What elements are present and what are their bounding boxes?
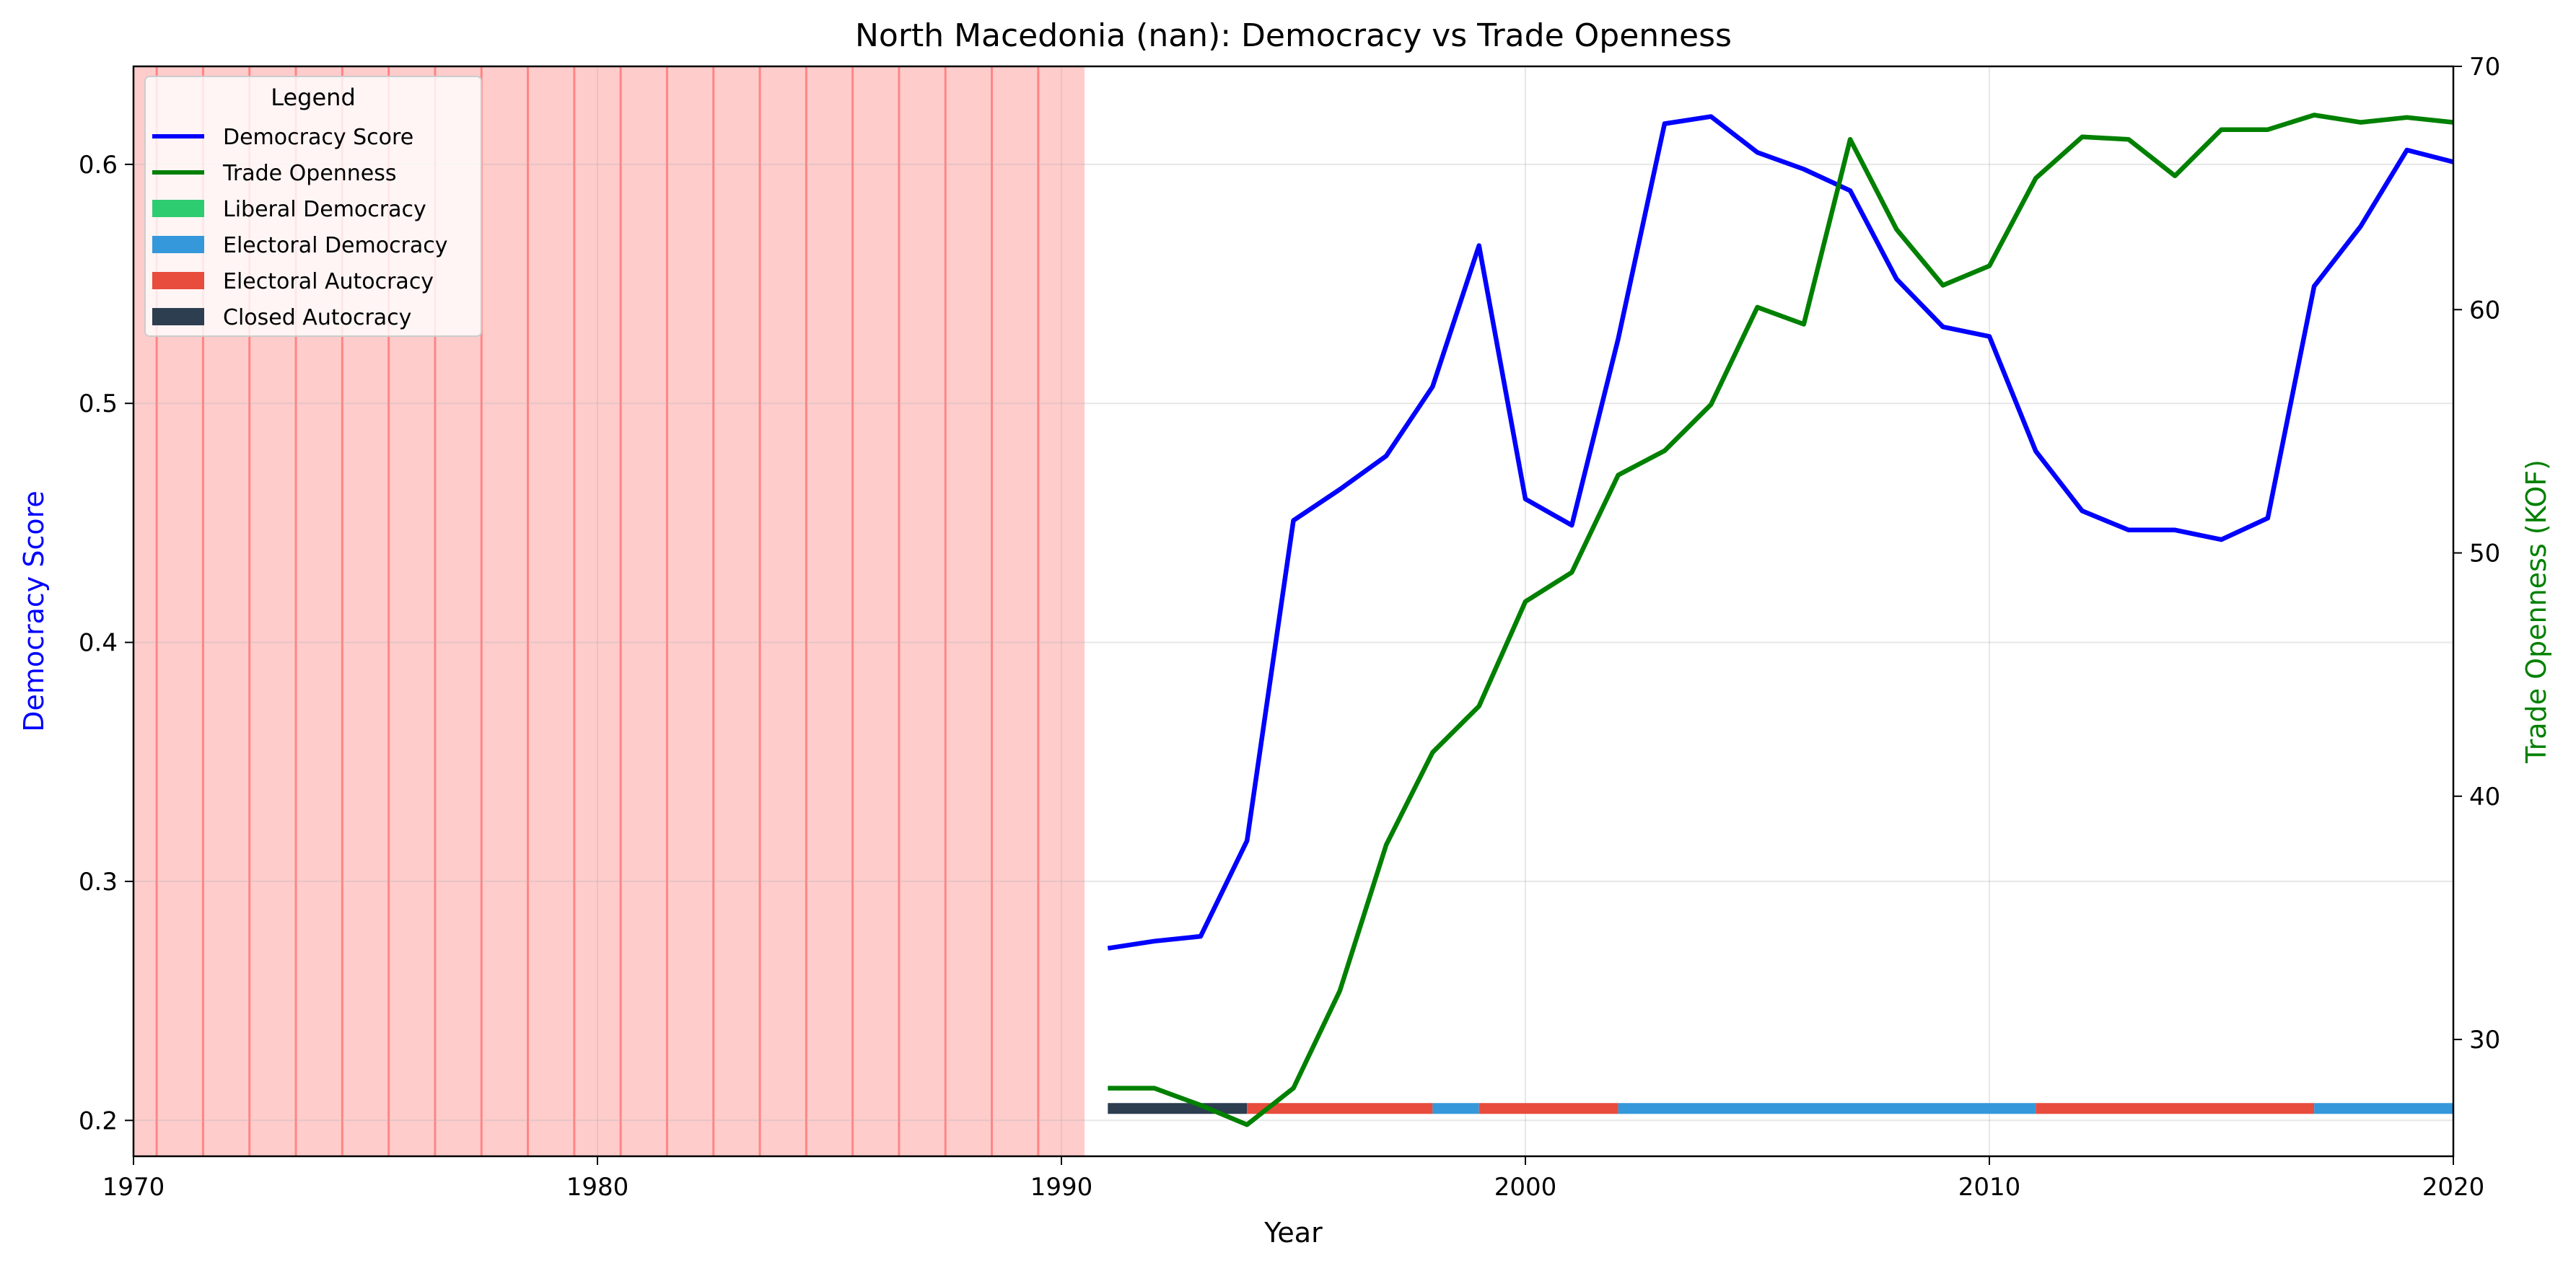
chart-title: North Macedonia (nan): Democracy vs Trad… [855, 17, 1732, 54]
legend-entry-label: Democracy Score [223, 125, 413, 150]
legend-title: Legend [271, 84, 356, 111]
right-y-axis-label: Trade Openness (KOF) [2520, 459, 2552, 764]
right-y-axis-ticks: 30 40 50 60 70 [2453, 53, 2500, 1055]
right-y-tick-label: 50 [2469, 540, 2500, 568]
y-tick-label: 0.5 [79, 390, 118, 418]
left-y-axis-ticks: 0.2 0.3 0.4 0.5 0.6 [79, 151, 133, 1135]
legend-patch-swatch [152, 308, 204, 325]
right-y-tick-label: 30 [2469, 1026, 2500, 1055]
x-tick-label: 1970 [102, 1173, 165, 1202]
trade-openness-line [1108, 113, 2454, 1127]
y-tick-label: 0.6 [79, 151, 118, 180]
x-tick-label: 1980 [566, 1173, 629, 1202]
legend-entry-label: Electoral Autocracy [223, 269, 434, 294]
x-axis-label: Year [1263, 1217, 1323, 1249]
legend-patch-swatch [152, 272, 204, 289]
series-lines-layer [1107, 113, 2454, 1127]
right-y-tick-label: 40 [2469, 783, 2500, 811]
x-tick-label: 2010 [1958, 1173, 2021, 1202]
legend-patch-swatch [152, 236, 204, 253]
legend-entry-label: Electoral Democracy [223, 233, 448, 258]
legend-entry-label: Closed Autocracy [223, 305, 411, 330]
y-tick-label: 0.2 [79, 1106, 118, 1135]
y-tick-label: 0.4 [79, 629, 118, 658]
plot-frame [132, 65, 2455, 1158]
left-y-axis-label: Democracy Score [18, 490, 50, 732]
x-tick-label: 2000 [1494, 1173, 1557, 1202]
x-axis-ticks: 1970 1980 1990 2000 2010 2020 [102, 1156, 2485, 1202]
x-tick-label: 2020 [2422, 1173, 2485, 1202]
right-y-tick-label: 60 [2469, 296, 2500, 325]
legend-entry-label: Trade Openness [222, 161, 397, 186]
democracy-score-line [1107, 114, 2454, 951]
legend-patch-swatch [152, 200, 204, 217]
y-tick-label: 0.3 [79, 868, 118, 897]
x-tick-label: 1990 [1030, 1173, 1093, 1202]
legend-entry-label: Liberal Democracy [223, 197, 426, 222]
legend: Legend Democracy Score Trade Openness Libe… [144, 76, 482, 337]
legend-box [144, 76, 482, 337]
right-y-tick-label: 70 [2469, 53, 2500, 82]
